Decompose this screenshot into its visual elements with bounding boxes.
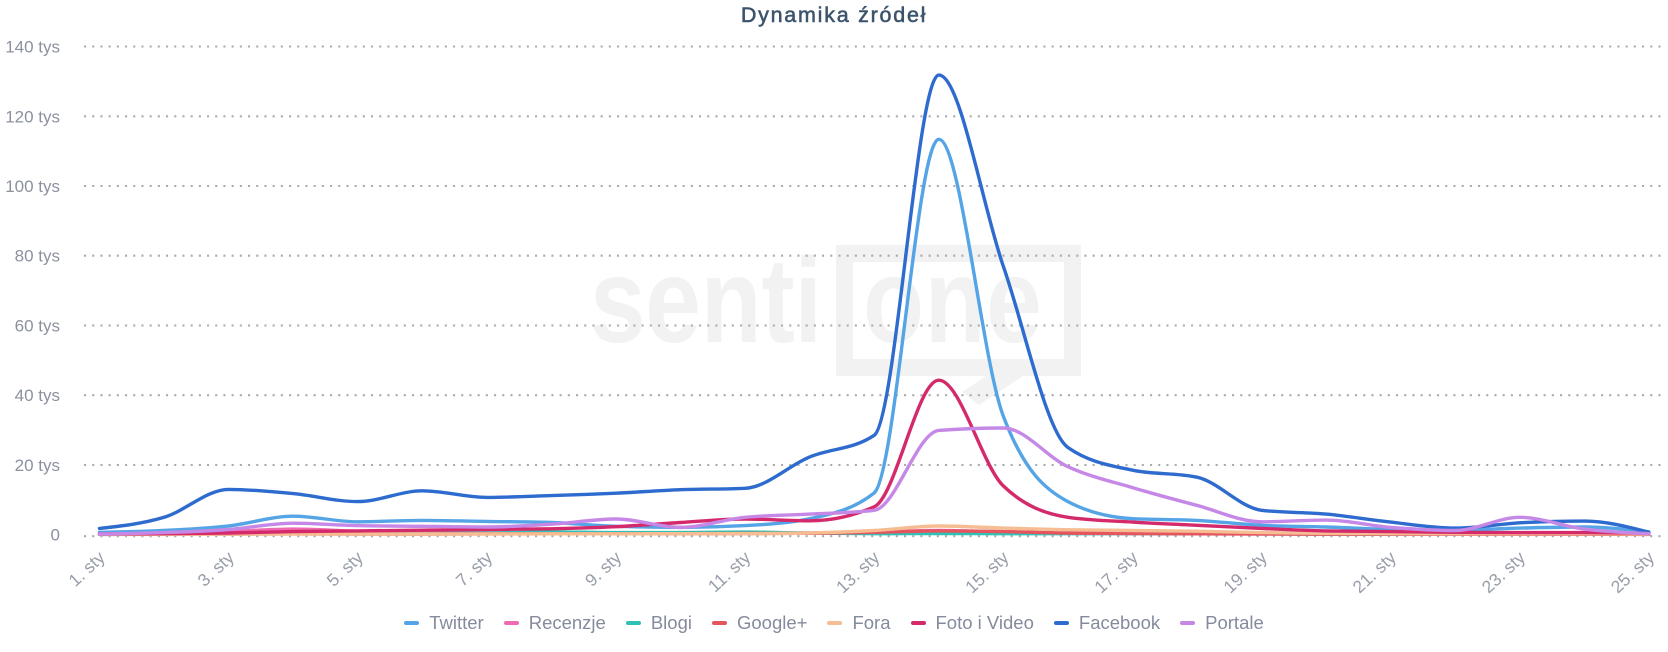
svg-text:5. sty: 5. sty — [323, 547, 367, 590]
svg-text:senti: senti — [590, 233, 822, 368]
svg-text:17. sty: 17. sty — [1090, 547, 1142, 597]
svg-text:60 tys: 60 tys — [15, 317, 60, 336]
svg-text:23. sty: 23. sty — [1478, 547, 1530, 597]
svg-text:21. sty: 21. sty — [1349, 547, 1401, 597]
svg-text:140 tys: 140 tys — [5, 38, 60, 57]
svg-text:7. sty: 7. sty — [452, 547, 496, 590]
svg-text:40 tys: 40 tys — [15, 386, 60, 405]
svg-text:20 tys: 20 tys — [15, 456, 60, 475]
svg-text:80 tys: 80 tys — [15, 247, 60, 266]
svg-text:1. sty: 1. sty — [64, 547, 108, 590]
svg-text:120 tys: 120 tys — [5, 107, 60, 126]
svg-text:100 tys: 100 tys — [5, 177, 60, 196]
svg-text:0: 0 — [51, 526, 60, 545]
svg-text:3. sty: 3. sty — [194, 547, 238, 590]
svg-text:19. sty: 19. sty — [1219, 547, 1271, 597]
svg-text:15. sty: 15. sty — [961, 547, 1013, 597]
svg-text:11. sty: 11. sty — [704, 547, 755, 596]
svg-text:13. sty: 13. sty — [832, 547, 884, 597]
svg-text:25. sty: 25. sty — [1607, 547, 1659, 597]
svg-text:9. sty: 9. sty — [581, 547, 625, 590]
